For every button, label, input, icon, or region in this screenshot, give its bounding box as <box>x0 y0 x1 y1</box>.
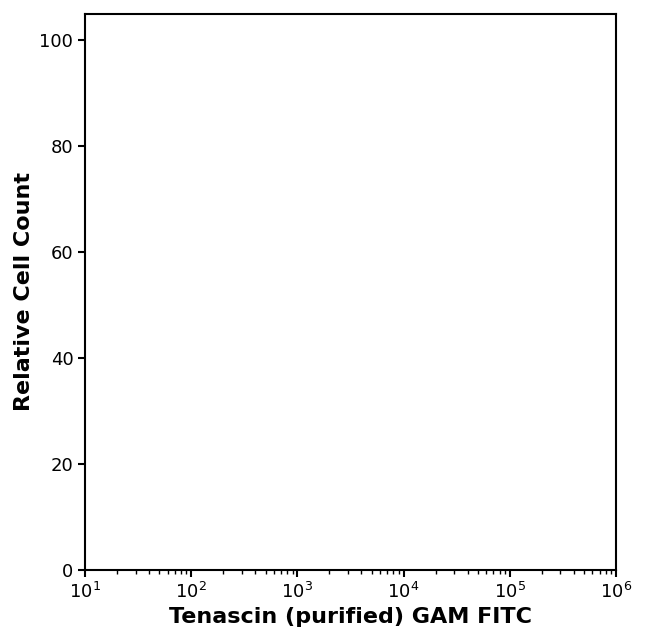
Y-axis label: Relative Cell Count: Relative Cell Count <box>14 172 34 412</box>
X-axis label: Tenascin (purified) GAM FITC: Tenascin (purified) GAM FITC <box>169 607 532 627</box>
